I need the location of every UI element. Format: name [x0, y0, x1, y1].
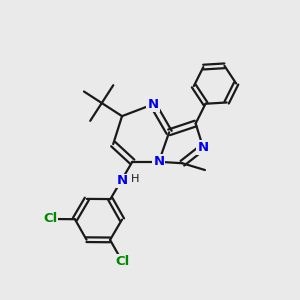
Text: N: N [147, 98, 158, 111]
Text: N: N [153, 155, 164, 168]
Text: N: N [197, 141, 208, 154]
Text: H: H [131, 174, 140, 184]
Text: N: N [117, 174, 128, 187]
Text: Cl: Cl [115, 255, 129, 268]
Text: Cl: Cl [43, 212, 57, 226]
